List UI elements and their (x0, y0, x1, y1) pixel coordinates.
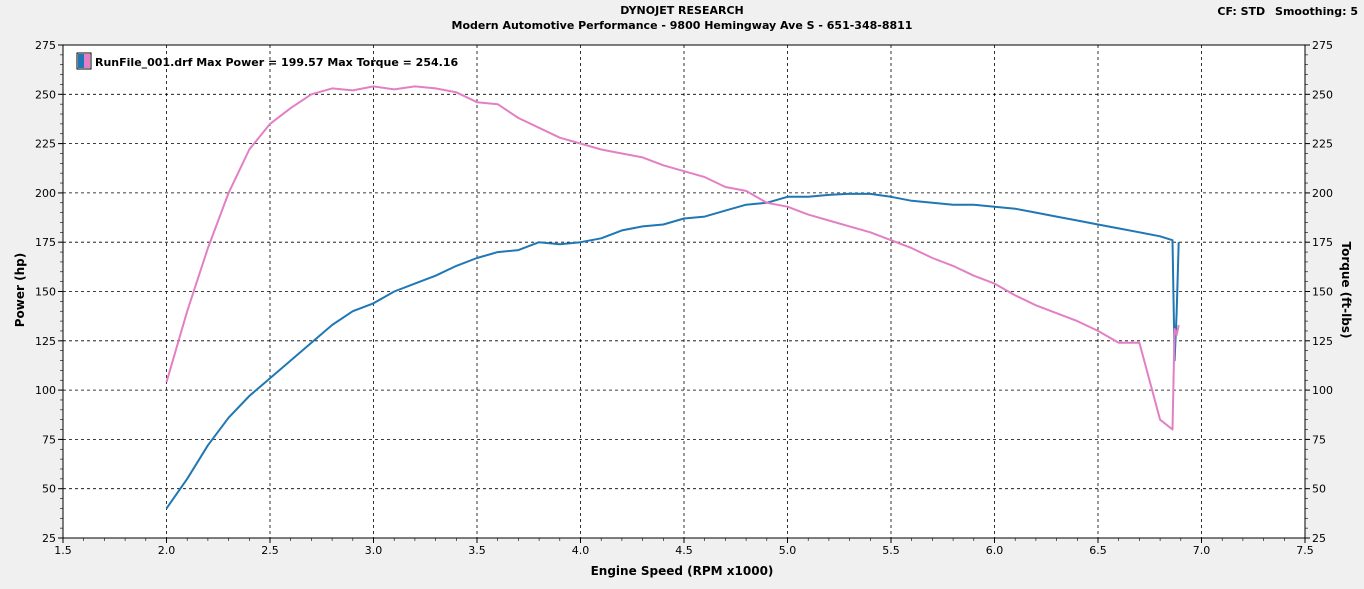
x-tick-label: 7.0 (1193, 544, 1211, 557)
y-tick-label: 75 (42, 433, 56, 446)
y-tick-label: 250 (35, 88, 56, 101)
y2-axis-ticks: 25 50 75 100 125 150 175 200 225 250 275 (1305, 39, 1333, 545)
y2-tick-label: 175 (1312, 236, 1333, 249)
y2-tick-label: 150 (1312, 286, 1333, 299)
y2-tick-label: 125 (1312, 335, 1333, 348)
smoothing-label: Smoothing: 5 (1275, 5, 1358, 18)
chart-title: DYNOJET RESEARCH (620, 4, 744, 17)
y-tick-label: 50 (42, 483, 56, 496)
x-axis-label: Engine Speed (RPM x1000) (591, 564, 774, 578)
y-tick-label: 175 (35, 236, 56, 249)
x-axis-ticks: 1.5 2.0 2.5 3.0 3.5 4.0 4.5 5.0 5.5 6.0 6.5 7.0 7.5 (54, 538, 1314, 557)
x-tick-label: 1.5 (54, 544, 72, 557)
grid (63, 45, 1305, 538)
x-tick-label: 6.0 (986, 544, 1004, 557)
y-tick-label: 225 (35, 138, 56, 151)
legend: RunFile_001.drf Max Power = 199.57 Max T… (76, 52, 458, 70)
series-line-torque (165, 85, 1180, 431)
y-tick-label: 125 (35, 335, 56, 348)
x-tick-label: 7.5 (1296, 544, 1314, 557)
y2-tick-label: 50 (1312, 483, 1326, 496)
y-tick-label: 150 (35, 286, 56, 299)
y2-tick-label: 225 (1312, 138, 1333, 151)
y-tick-label: 25 (42, 532, 56, 545)
y2-axis-label: Torque (ft-lbs) (1339, 242, 1353, 339)
x-tick-label: 3.5 (468, 544, 486, 557)
y-tick-label: 100 (35, 384, 56, 397)
y2-tick-label: 25 (1312, 532, 1326, 545)
y2-tick-label: 100 (1312, 384, 1333, 397)
x-tick-label: 4.5 (675, 544, 693, 557)
chart-subtitle: Modern Automotive Performance - 9800 Hem… (451, 19, 913, 32)
y-axis-label: Power (hp) (13, 253, 27, 327)
y2-tick-label: 200 (1312, 187, 1333, 200)
x-tick-label: 3.0 (365, 544, 383, 557)
x-tick-label: 6.5 (1089, 544, 1107, 557)
y-tick-label: 200 (35, 187, 56, 200)
series-lines (165, 85, 1180, 509)
legend-text: RunFile_001.drf Max Power = 199.57 Max T… (95, 56, 458, 69)
x-tick-label: 4.0 (572, 544, 590, 557)
cf-label: CF: STD (1217, 5, 1266, 18)
y2-tick-label: 250 (1312, 88, 1333, 101)
legend-swatch-power (78, 54, 84, 68)
y2-tick-label: 75 (1312, 433, 1326, 446)
x-tick-label: 2.5 (261, 544, 279, 557)
series-line-power (165, 192, 1180, 509)
x-tick-label: 5.0 (779, 544, 797, 557)
x-tick-label: 5.5 (882, 544, 900, 557)
y-tick-label: 275 (35, 39, 56, 52)
y2-tick-label: 275 (1312, 39, 1333, 52)
settings-readout: CF: STD Smoothing: 5 (1211, 5, 1358, 18)
x-tick-label: 2.0 (158, 544, 176, 557)
y-axis-ticks: 25 50 75 100 125 150 175 200 225 250 275 (35, 39, 63, 545)
legend-swatch-torque (84, 54, 90, 68)
